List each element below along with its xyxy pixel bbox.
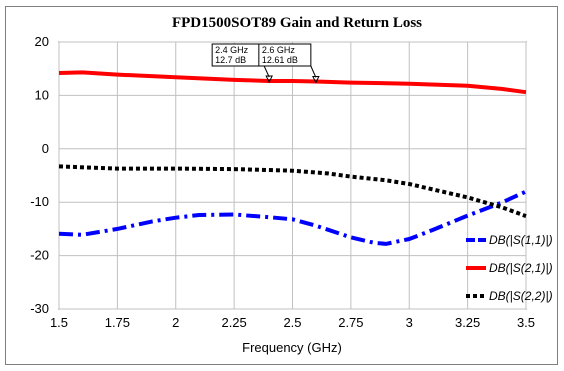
y-tick-label: 0 [42,141,49,156]
series-line [58,70,527,95]
marker-leader-line [263,65,270,78]
data-point [292,170,293,171]
data-point [327,173,328,174]
legend-label: DB(|S(1,1)|) [489,233,553,247]
data-point [175,217,176,218]
marker-triangle-icon [312,75,320,84]
y-tick-label: 10 [35,87,49,102]
data-point [385,243,386,244]
data-point [525,92,526,93]
data-point [374,242,375,243]
legend: DB(|S(1,1)|) DB(|S(2,1)|) DB(|S(2,2)|) [466,233,553,303]
x-tick-label: 2.25 [221,315,246,330]
data-point [292,80,293,81]
data-point [525,215,526,216]
marker-value-label: 12.61 dB [262,55,298,65]
legend-label: DB(|S(2,1)|) [489,261,553,275]
data-point [152,221,153,222]
chart-title: FPD1500SOT89 Gain and Return Loss [172,15,422,31]
data-point [58,233,59,234]
marker-leader-line [310,65,317,78]
x-tick-label: 3.25 [455,315,480,330]
data-point [409,183,410,184]
legend-label: DB(|S(2,2)|) [489,289,553,303]
data-point [315,225,316,226]
data-point [58,72,59,73]
data-point [269,217,270,218]
data-point [502,202,503,203]
data-point [234,79,235,80]
data-point [58,166,59,167]
series-0 [58,189,527,246]
data-point [117,74,118,75]
series-line [58,189,527,246]
y-tick-label: -30 [30,301,49,316]
y-tick-label: 20 [35,34,49,49]
y-tick-label: -10 [30,194,49,209]
data-point [467,215,468,216]
x-tick-label: 3 [406,315,413,330]
data-point [175,168,176,169]
data-point [292,219,293,220]
data-point [82,72,83,73]
data-point [82,234,83,235]
data-point [467,85,468,86]
x-tick-label: 2 [172,315,179,330]
x-tick-label: 1.5 [50,315,68,330]
x-tick-label: 2.75 [338,315,363,330]
data-point [409,83,410,84]
data-point [117,168,118,169]
data-point [385,180,386,181]
y-tick-labels: 20 10 0 -10 -20 -30 [30,34,49,316]
marker-freq-label: 2.4 GHz [215,45,249,55]
marker-label-box [258,43,312,67]
x-tick-label: 3.5 [517,315,535,330]
x-tick-label: 1.75 [105,315,130,330]
data-point [502,88,503,89]
x-tick-label: 2.5 [283,315,301,330]
data-point [175,77,176,78]
data-point [234,214,235,215]
data-point [409,238,410,239]
data-point [350,82,351,83]
data-point [234,168,235,169]
data-point [502,207,503,208]
data-point [467,197,468,198]
x-tick-labels: 1.5 1.75 2 2.25 2.5 2.75 3 3.25 3.5 [50,315,535,330]
marker-value-label: 12.7 dB [215,55,246,65]
data-point [432,229,433,230]
data-point [350,237,351,238]
data-point [432,189,433,190]
marker-triangle-icon [265,75,273,84]
data-point [199,214,200,215]
y-tick-label: -20 [30,248,49,263]
series-layer [58,70,527,246]
data-point [117,228,118,229]
marker-freq-label: 2.6 GHz [262,45,296,55]
series-1 [58,70,527,95]
data-point [525,191,526,192]
x-axis-label: Frequency (GHz) [242,340,342,355]
data-point [350,176,351,177]
